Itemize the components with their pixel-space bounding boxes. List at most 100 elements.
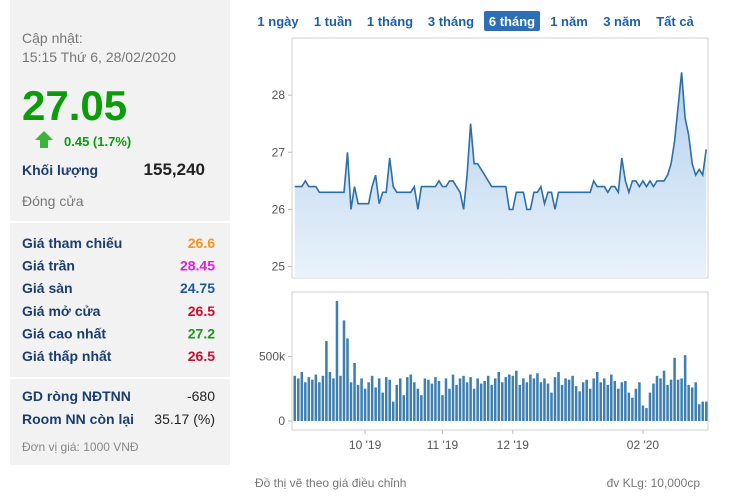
- volume-bar: [458, 378, 462, 421]
- volume-bar: [634, 388, 638, 421]
- volume-bar: [571, 375, 574, 421]
- volume-bar: [697, 404, 701, 421]
- volume-bar: [680, 378, 683, 421]
- volume-bar: [356, 384, 360, 421]
- volume-label: Khối lượng: [22, 162, 98, 178]
- volume-bar: [504, 377, 508, 421]
- range-button[interactable]: Tất cả: [656, 14, 694, 29]
- volume-bar: [659, 378, 662, 421]
- x-tick-label: 12 '19: [497, 438, 530, 452]
- volume-bar: [455, 384, 458, 421]
- volume-bar: [406, 377, 409, 421]
- volume-bar: [529, 374, 532, 421]
- range-button-bg[interactable]: [484, 11, 540, 31]
- range-button[interactable]: 1 tháng: [367, 14, 413, 29]
- volume-bar: [578, 391, 581, 421]
- volume-bar: [525, 382, 529, 421]
- volume-bar: [423, 378, 427, 421]
- volume-bar: [567, 379, 571, 421]
- volume-bar: [676, 379, 680, 421]
- range-button[interactable]: 6 tháng: [489, 14, 535, 29]
- row-label: Giá cao nhất: [22, 325, 106, 341]
- unit-note: Đơn vị giá: 1000 VNĐ: [22, 440, 139, 454]
- volume-bar: [444, 378, 448, 421]
- foreign-value: 35.17 (%): [154, 411, 215, 427]
- volume: 155,240: [144, 160, 205, 179]
- volume-bar: [395, 384, 399, 421]
- update-time: 15:15 Thứ 6, 28/02/2020: [22, 49, 176, 65]
- volume-bar: [384, 377, 388, 421]
- row-value: 26.5: [188, 348, 215, 364]
- volume-bar: [483, 380, 486, 421]
- range-button[interactable]: 1 ngày: [257, 14, 299, 29]
- volume-bar: [472, 388, 476, 421]
- volume-bar: [399, 378, 402, 421]
- volume-bar: [476, 378, 479, 421]
- volume-bar: [592, 378, 595, 421]
- volume-bar: [469, 377, 472, 421]
- volume-bar: [652, 383, 655, 421]
- volume-bar: [427, 379, 430, 421]
- volume-bar: [641, 405, 645, 421]
- volume-bar: [451, 374, 455, 421]
- y-tick-label: 0: [278, 414, 285, 428]
- volume-frame: [291, 291, 709, 431]
- range-button[interactable]: 3 tháng: [428, 14, 474, 29]
- volume-bar: [599, 382, 602, 421]
- volume-bar: [420, 395, 423, 421]
- volume-bar: [342, 320, 346, 421]
- range-button[interactable]: 1 tuần: [314, 14, 352, 29]
- volume-bar: [662, 370, 666, 421]
- x-tick-label: 02 '20: [627, 438, 660, 452]
- y-tick-label: 25: [272, 260, 286, 274]
- volume-bar: [508, 374, 511, 421]
- volume-bar: [416, 388, 420, 421]
- volume-bar: [673, 357, 676, 421]
- volume-bar: [536, 373, 539, 421]
- foreign-label: Room NN còn lại: [22, 411, 134, 427]
- row-value: 28.45: [180, 258, 215, 274]
- volume-bar: [683, 355, 687, 421]
- volume-bar: [560, 384, 564, 421]
- volume-bar: [413, 382, 416, 421]
- volume-bar: [645, 408, 648, 421]
- volume-bar: [409, 374, 413, 421]
- volume-bar: [335, 301, 339, 421]
- volume-bar: [377, 378, 381, 421]
- volume-bar: [585, 379, 588, 421]
- volume-bar: [701, 401, 704, 421]
- volume-bar: [690, 387, 694, 421]
- volume-bar: [349, 382, 353, 421]
- row-label: Giá tham chiếu: [22, 235, 122, 251]
- y-tick-label: 27: [272, 145, 286, 159]
- volume-bar: [318, 382, 321, 421]
- volume-bar: [346, 338, 349, 421]
- volume-bar: [486, 375, 490, 421]
- volume-bar: [550, 392, 553, 421]
- volume-bar: [539, 382, 543, 421]
- volume-bar: [479, 383, 483, 421]
- volume-bar: [532, 378, 536, 421]
- volume-bar: [515, 370, 518, 421]
- volume-bar: [602, 378, 606, 421]
- foreign-value: -680: [187, 388, 215, 404]
- range-button[interactable]: 3 năm: [603, 14, 641, 29]
- row-label: Giá trần: [22, 258, 75, 274]
- volume-bar: [490, 384, 493, 421]
- volume-bar: [325, 341, 328, 421]
- x-tick-label: 11 '19: [427, 438, 459, 452]
- volume-bar: [687, 384, 690, 421]
- volume-bar: [518, 384, 522, 421]
- row-value: 24.75: [180, 280, 215, 296]
- volume-bar: [297, 378, 300, 421]
- foreign-label: GD ròng NĐTNN: [22, 388, 131, 404]
- change: 0.45 (1.7%): [64, 134, 131, 149]
- volume-bar: [669, 379, 673, 421]
- range-button[interactable]: 1 năm: [550, 14, 588, 29]
- volume-bar: [321, 375, 325, 421]
- update-label: Cập nhật:: [22, 30, 83, 46]
- volume-bar: [307, 377, 311, 421]
- row-value: 27.2: [188, 325, 215, 341]
- volume-bar: [363, 388, 367, 421]
- volume-bar: [430, 383, 434, 421]
